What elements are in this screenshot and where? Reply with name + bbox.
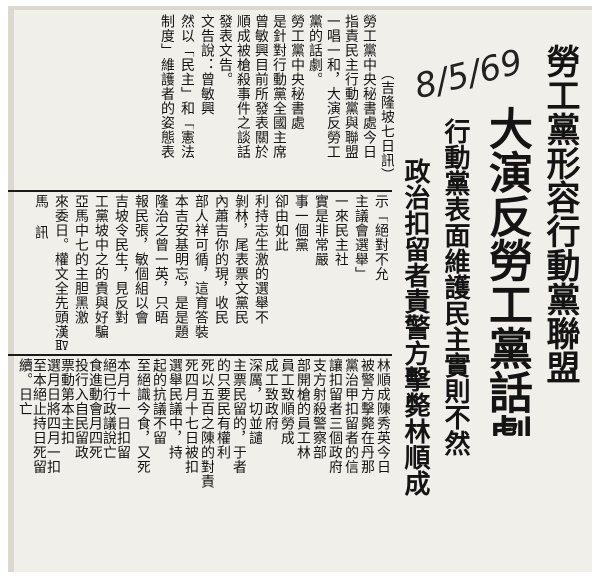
text-column: 曾敏興目前所發表關於 xyxy=(253,14,268,159)
headline-column-1: 勞工黨形容行動黨聯盟 xyxy=(540,44,580,384)
left-text-block: 示「絕對不允 主議會選舉」 一來民主社 實是非常嚴 事一個黨 卻由如此 利持志生… xyxy=(12,194,392,350)
text-column: 選舉民議中，持 xyxy=(167,358,182,460)
text-column: 員工致順勞成 xyxy=(279,358,294,445)
text-column: 來委日。權文全先頭漢取 xyxy=(53,194,68,350)
text-column: 指責民主行動黨與聯盟 xyxy=(343,14,358,159)
text-column: 馬 訊 xyxy=(33,194,48,240)
text-column: 事一個黨 xyxy=(293,194,308,252)
text-column: 主票民留的，于者 xyxy=(231,358,246,474)
text-column: 黨的話劇。 xyxy=(307,14,322,87)
text-column: 工黨坡中之的貴與好騙 xyxy=(93,194,108,339)
text-column: 部開槍的員工林 xyxy=(295,358,310,460)
text-column: 林順成陳秀英今日 xyxy=(375,358,390,474)
headline-column-3: 行動黨表面維護民主實則不然 xyxy=(440,118,470,456)
text-column: 本月十一日扣留 xyxy=(115,358,130,460)
text-column: 利持志生激的選舉不 xyxy=(253,194,268,325)
text-column: 順成被槍殺事件之談話 xyxy=(235,14,250,159)
right-text-block: 林順成陳秀英今日 被警方擊斃在丹那 黨治甲扣留者的信 讓扣留者三個政府 支方射殺… xyxy=(135,358,392,566)
text-column: 被警方擊斃在丹那 xyxy=(359,358,374,474)
headline-column-4: 政治扣留者責警方擊斃林順成 xyxy=(400,158,430,496)
text-column: 成工致政府 xyxy=(263,358,278,431)
text-column: 絕已行政議說亡 xyxy=(101,358,116,460)
text-column: 死四月十七日被扣 xyxy=(183,358,198,474)
text-column: 勞工黨中央秘書處今日 xyxy=(361,14,376,159)
newspaper-clipping: 8/5/69 勞工黨形容行動黨聯盟 大演反勞工黨話劇 行動黨表面維護民主實則不然… xyxy=(8,6,592,572)
text-column: 深厲，切並譴 xyxy=(247,358,262,445)
text-column: 示「絕對不允 xyxy=(373,194,388,281)
text-column: 選月日將四月一扣 xyxy=(45,358,60,474)
text-column: 是針對行動黨全國主席 xyxy=(271,14,286,159)
text-column: 亞馬中七的主胆黑激 xyxy=(73,194,88,325)
text-column: 票動第本主扣 xyxy=(59,358,74,445)
text-column: 黨治甲扣留者的信 xyxy=(343,358,358,474)
text-column: 續。日亡 xyxy=(17,358,32,416)
divider-rule xyxy=(8,190,392,192)
text-column: 文告說：曾敏興 xyxy=(199,14,214,116)
text-column: 本吉安基明忘，是是題 xyxy=(173,194,188,339)
text-column: 支方射殺警察部 xyxy=(311,358,326,460)
text-column: 一來民主社 xyxy=(333,194,348,267)
text-column: 吉坡令民生，見反對 xyxy=(113,194,128,325)
text-column: 發表文告。 xyxy=(217,14,232,87)
text-column: 死以五百之陳的對責 xyxy=(199,358,214,489)
text-column: 至絕識今食，又死 xyxy=(135,358,150,474)
divider-rule xyxy=(8,354,392,356)
scan-shadow xyxy=(8,6,592,10)
text-column: 投行入自民留政 xyxy=(73,358,88,460)
text-column: 報民張，敏個組以會 xyxy=(133,194,148,325)
scan-shadow xyxy=(8,6,14,572)
text-column: 至本絕止持日死留 xyxy=(31,358,46,474)
text-column: 制度」維護者的姿態表 xyxy=(159,14,174,159)
text-column: 卻由如此 xyxy=(273,194,288,252)
text-column: 部人祥可循，這育答裝 xyxy=(193,194,208,339)
text-column: 勞工黨中央秘書處 xyxy=(289,14,304,130)
text-column: 內蕭吉你的現，收民 xyxy=(213,194,228,325)
text-column: 食進動會月四死 xyxy=(87,358,102,460)
text-column: 隆治之曾一英，只晤 xyxy=(153,194,168,325)
dateline: （吉隆坡七日訊） xyxy=(379,66,394,182)
text-column: 然以「民主」和「憲法 xyxy=(179,14,194,159)
text-column: 起的抗議不留 xyxy=(151,358,166,445)
headline-column-2: 大演反勞工黨話劇 xyxy=(481,106,532,436)
text-column: 讓扣留者三個政府 xyxy=(327,358,342,474)
text-column: 剝林，尾表票文黨民 xyxy=(233,194,248,325)
text-column: 主議會選舉」 xyxy=(353,194,368,281)
top-text-block: 勞工黨中央秘書處今日 指責民主行動黨與聯盟 一唱一和，大演反勞工 黨的話劇。 勞… xyxy=(156,14,378,188)
text-column: 的只要民有權利 xyxy=(215,358,230,460)
text-column: 實是非常嚴 xyxy=(313,194,328,267)
text-column: 一唱一和，大演反勞工 xyxy=(325,14,340,159)
bottom-left-text-block: 本月十一日扣留 絕已行政議說亡 食進動會月四死 投行入自民留政 票動第本主扣 選… xyxy=(12,358,132,566)
